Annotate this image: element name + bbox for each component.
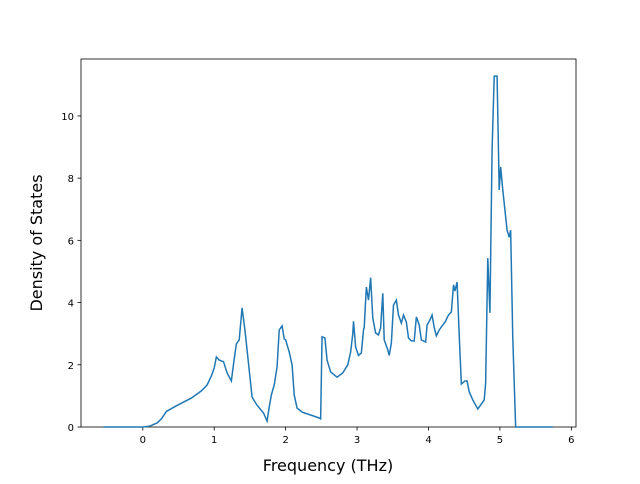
- x-tick-label: 3: [354, 435, 360, 446]
- line: [103, 75, 553, 428]
- x-tick-label: 5: [497, 435, 503, 446]
- y-tick-label: 2: [68, 361, 74, 372]
- x-tick-label: 2: [282, 435, 288, 446]
- x-tick-label: 6: [568, 435, 574, 446]
- plot-frame: [80, 58, 577, 428]
- y-tick-label: 0: [68, 423, 74, 434]
- y-tick-label: 8: [68, 174, 74, 185]
- x-tick-label: 4: [425, 435, 431, 446]
- x-axis-label: Frequency (THz): [263, 456, 393, 475]
- y-tick-label: 4: [68, 299, 74, 310]
- x-tick-label: 0: [140, 435, 146, 446]
- y-tick-label: 6: [68, 236, 74, 247]
- y-axis-label: Density of States: [27, 174, 46, 311]
- y-tick-label: 10: [61, 112, 74, 123]
- x-tick-label: 1: [211, 435, 217, 446]
